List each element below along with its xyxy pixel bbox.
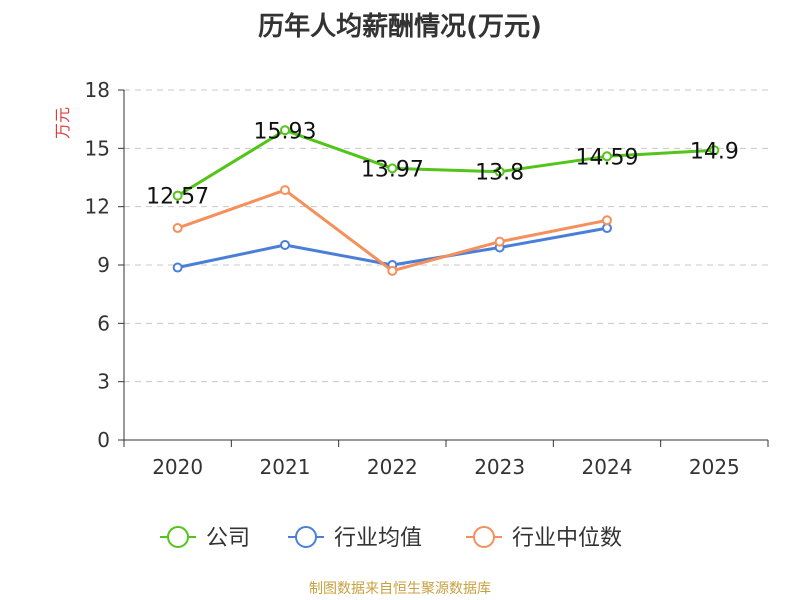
data-point <box>172 223 183 234</box>
data-label: 13.97 <box>361 157 424 182</box>
data-source-note: 制图数据来自恒生聚源数据库 <box>309 581 491 597</box>
y-tick-label: 3 <box>97 370 110 394</box>
legend-label: 公司 <box>206 526 250 551</box>
data-point <box>280 125 290 136</box>
data-point <box>494 166 505 177</box>
data-point <box>172 262 183 273</box>
data-label: 14.9 <box>690 139 739 164</box>
legend-item: 行业均值 <box>288 526 422 551</box>
data-point <box>602 215 612 226</box>
legend-marker <box>295 526 317 548</box>
x-tick-label: 2021 <box>260 455 311 479</box>
x-tick-label: 2024 <box>582 455 633 479</box>
data-label: 15.93 <box>254 119 317 144</box>
legend-label: 行业均值 <box>334 526 422 551</box>
y-tick-label: 9 <box>97 253 110 277</box>
data-label: 14.59 <box>576 145 639 170</box>
legend-label: 行业中位数 <box>512 526 622 551</box>
data-point <box>602 151 612 162</box>
y-tick-label: 18 <box>85 78 110 102</box>
data-point <box>280 239 290 250</box>
data-point <box>709 145 720 156</box>
data-point <box>494 236 505 247</box>
y-tick-label: 0 <box>97 428 110 452</box>
data-point <box>172 190 183 201</box>
y-tick-label: 6 <box>97 311 110 335</box>
data-point <box>280 185 290 196</box>
x-tick-label: 2023 <box>474 455 525 479</box>
legend-item: 公司 <box>160 526 250 551</box>
x-tick-label: 2025 <box>689 455 740 479</box>
y-axis-title: 万元 <box>53 107 72 139</box>
data-point <box>387 265 398 276</box>
series-line-0 <box>176 128 715 197</box>
data-label: 12.57 <box>146 185 209 210</box>
legend-item: 行业中位数 <box>466 526 622 551</box>
legend-marker <box>167 526 189 548</box>
x-tick-label: 2022 <box>367 455 418 479</box>
data-label: 13.8 <box>475 161 524 186</box>
y-tick-label: 15 <box>85 136 110 160</box>
chart-title: 历年人均薪酬情况(万元) <box>258 12 542 42</box>
series-line-2 <box>177 188 608 273</box>
data-point <box>387 163 398 174</box>
legend-marker <box>473 526 495 548</box>
x-tick-label: 2020 <box>152 455 203 479</box>
y-tick-label: 12 <box>85 195 110 219</box>
